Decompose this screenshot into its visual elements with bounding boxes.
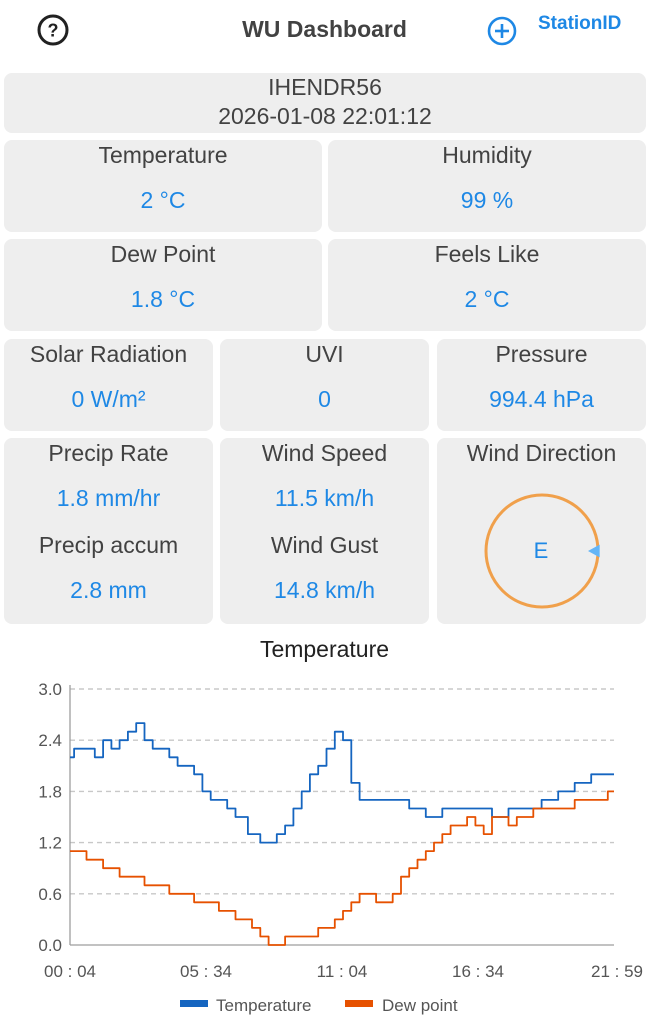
y-tick-label: 1.2 — [38, 834, 62, 853]
precip-accum-label: Precip accum — [38, 532, 179, 558]
help-circle-icon[interactable]: ? — [36, 13, 70, 47]
x-tick-label: 16 : 34 — [452, 962, 504, 981]
dew-point-label: Dew Point — [110, 241, 216, 267]
legend-swatch — [345, 1000, 373, 1007]
precipitation-card: Precip Rate 1.8 mm/hr Precip accum 2.8 m… — [4, 438, 213, 624]
add-circle-icon[interactable] — [485, 14, 519, 48]
humidity-value: 99 % — [460, 187, 514, 213]
feels-like-label: Feels Like — [434, 241, 540, 267]
y-tick-label: 1.8 — [38, 782, 62, 801]
x-tick-label: 05 : 34 — [180, 962, 232, 981]
legend-label: Temperature — [216, 996, 311, 1015]
legend-swatch — [180, 1000, 208, 1007]
x-tick-label: 21 : 59 — [591, 962, 643, 981]
station-timestamp: 2026-01-08 22:01:12 — [218, 103, 432, 129]
chart-series — [70, 722, 614, 946]
chart-legend: Temperature Dew point — [180, 996, 458, 1015]
uvi-value: 0 — [318, 386, 331, 412]
solar-radiation-card: Solar Radiation 0 W/m² — [4, 339, 213, 431]
feels-like-card: Feels Like 2 °C — [328, 239, 646, 331]
x-tick-label: 00 : 04 — [44, 962, 96, 981]
solar-radiation-value: 0 W/m² — [71, 386, 146, 412]
temperature-chart: 0.0 0.6 1.2 1.8 2.4 3.0 00 : 04 05 : 34 11 : 04 1… — [38, 680, 643, 1015]
temperature-card: Temperature 2 °C — [4, 140, 322, 232]
dew-point-card: Dew Point 1.8 °C — [4, 239, 322, 331]
wind-card: Wind Speed 11.5 km/h Wind Gust 14.8 km/h — [220, 438, 429, 624]
station-id: IHENDR56 — [268, 74, 382, 100]
y-tick-label: 0.6 — [38, 885, 62, 904]
pressure-value: 994.4 hPa — [489, 386, 594, 412]
temperature-label: Temperature — [98, 142, 228, 168]
chart-axes: 0.0 0.6 1.2 1.8 2.4 3.0 00 : 04 05 : 34 11 : 04 1… — [38, 680, 643, 981]
x-tick-label: 11 : 04 — [317, 962, 368, 981]
compass-pointer-icon — [588, 544, 600, 558]
dew-point-value: 1.8 °C — [130, 286, 196, 312]
precip-rate-value: 1.8 mm/hr — [56, 485, 161, 511]
station-info-card: IHENDR56 2026-01-08 22:01:12 — [4, 73, 646, 133]
uvi-label: UVI — [305, 341, 344, 367]
precip-rate-label: Precip Rate — [48, 440, 169, 466]
wind-gust-label: Wind Gust — [270, 532, 379, 558]
wind-speed-value: 11.5 km/h — [274, 485, 375, 511]
chart-grid — [70, 688, 614, 895]
app-title: WU Dashboard — [242, 16, 407, 42]
y-tick-label: 0.0 — [38, 936, 62, 955]
humidity-card: Humidity 99 % — [328, 140, 646, 232]
chart-title: Temperature — [259, 636, 390, 662]
series-line-temperature — [70, 722, 614, 844]
svg-text:?: ? — [48, 21, 59, 41]
humidity-label: Humidity — [442, 142, 532, 168]
feels-like-value: 2 °C — [464, 286, 510, 312]
pressure-label: Pressure — [495, 341, 588, 367]
wind-direction-value: E — [534, 538, 549, 563]
wind-gust-value: 14.8 km/h — [274, 577, 375, 603]
series-line-dew-point — [70, 790, 614, 946]
legend-label: Dew point — [382, 996, 458, 1015]
pressure-card: Pressure 994.4 hPa — [437, 339, 646, 431]
wind-speed-label: Wind Speed — [261, 440, 388, 466]
wind-compass: E — [484, 493, 600, 609]
precip-accum-value: 2.8 mm — [70, 577, 147, 603]
wind-direction-label: Wind Direction — [466, 440, 617, 466]
station-id-link[interactable]: StationID — [538, 13, 622, 34]
solar-radiation-label: Solar Radiation — [29, 341, 188, 367]
temperature-value: 2 °C — [140, 187, 186, 213]
wind-direction-card: Wind Direction E — [437, 438, 646, 624]
y-tick-label: 3.0 — [38, 680, 62, 699]
y-tick-label: 2.4 — [38, 731, 62, 750]
uvi-card: UVI 0 — [220, 339, 429, 431]
app-header: ? WU Dashboard StationID — [0, 0, 649, 64]
